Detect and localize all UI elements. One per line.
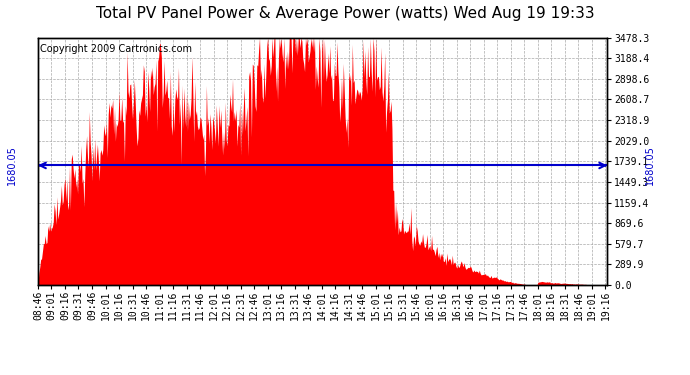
Text: Copyright 2009 Cartronics.com: Copyright 2009 Cartronics.com	[40, 44, 192, 54]
Text: Total PV Panel Power & Average Power (watts) Wed Aug 19 19:33: Total PV Panel Power & Average Power (wa…	[96, 6, 594, 21]
Text: 1680.05: 1680.05	[645, 146, 655, 185]
Text: 1680.05: 1680.05	[7, 146, 17, 185]
